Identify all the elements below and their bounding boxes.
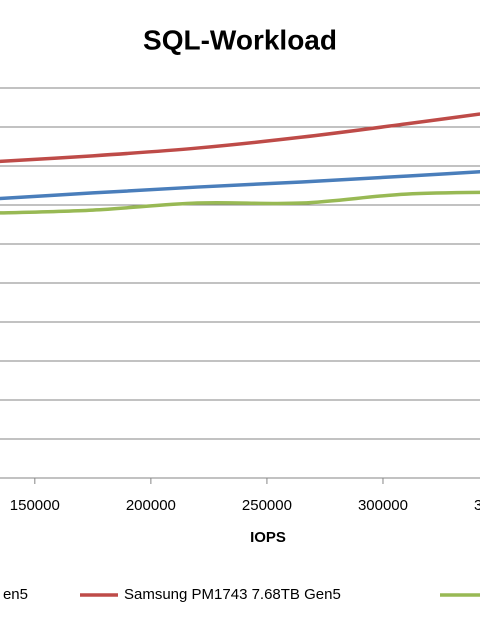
legend-label: en5 bbox=[3, 586, 28, 603]
series-line bbox=[0, 190, 480, 215]
series-line bbox=[0, 112, 480, 164]
x-tick-label: 150000 bbox=[10, 497, 60, 514]
x-tick-label: 350000 bbox=[474, 497, 480, 514]
chart-title: SQL-Workload bbox=[143, 24, 337, 55]
x-axis-label: IOPS bbox=[250, 529, 286, 546]
legend-label: Samsung PM1743 7.68TB Gen5 bbox=[124, 586, 341, 603]
x-tick-label: 200000 bbox=[126, 497, 176, 514]
series-line bbox=[0, 169, 480, 201]
x-tick-label: 250000 bbox=[242, 497, 292, 514]
x-tick-label: 300000 bbox=[358, 497, 408, 514]
